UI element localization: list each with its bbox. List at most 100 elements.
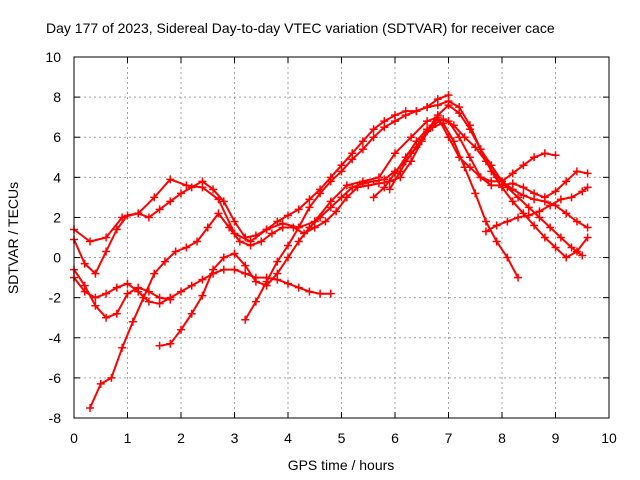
x-tick-label: 2: [177, 430, 185, 446]
data-point: [225, 223, 234, 232]
data-point: [150, 193, 159, 202]
data-point: [401, 111, 410, 120]
data-point: [182, 181, 191, 190]
data-point: [481, 217, 490, 226]
data-point: [583, 169, 592, 178]
x-tick-label: 6: [391, 430, 399, 446]
data-point: [284, 211, 292, 220]
data-point: [535, 207, 544, 216]
data-point: [326, 289, 335, 298]
data-point: [369, 177, 378, 186]
data-point: [107, 373, 116, 382]
data-point: [273, 217, 282, 226]
grid-lines: [74, 57, 609, 418]
data-point: [257, 237, 266, 246]
x-tick-label: 3: [231, 430, 239, 446]
data-point: [460, 163, 469, 172]
data-point: [380, 183, 389, 192]
data-point: [198, 275, 207, 284]
data-point: [492, 221, 501, 230]
data-point: [214, 209, 223, 218]
data-point: [102, 313, 111, 322]
data-point: [230, 249, 239, 258]
data-point: [166, 197, 175, 206]
data-point: [583, 183, 592, 192]
data-point: [391, 149, 399, 158]
data-point: [391, 169, 399, 178]
data-point: [305, 223, 314, 232]
data-point: [150, 269, 159, 278]
data-point: [155, 205, 164, 214]
series-track-1: [70, 265, 335, 308]
data-point: [91, 293, 100, 302]
data-point: [530, 153, 539, 162]
data-point: [540, 193, 549, 202]
data-point: [134, 283, 143, 292]
data-point: [235, 237, 244, 246]
data-point: [455, 103, 464, 112]
data-point: [160, 257, 169, 266]
data-point: [530, 221, 539, 230]
data-point: [556, 195, 565, 204]
data-point: [530, 189, 539, 198]
data-point: [80, 281, 89, 290]
data-point: [155, 341, 164, 350]
data-point: [348, 155, 357, 164]
data-point: [294, 223, 303, 232]
data-point: [305, 287, 314, 296]
x-tick-label: 9: [552, 430, 560, 446]
data-point: [412, 107, 421, 116]
data-point: [198, 177, 207, 186]
data-point: [294, 283, 303, 292]
data-point: [284, 253, 292, 262]
data-point: [144, 287, 153, 296]
chart-title: Day 177 of 2023, Sidereal Day-to-day VTE…: [46, 20, 555, 36]
data-point: [337, 193, 346, 202]
data-point: [572, 167, 581, 176]
data-point: [267, 229, 276, 238]
data-point: [273, 257, 282, 266]
data-point: [578, 251, 587, 260]
series-track-9: [481, 183, 592, 236]
data-point: [423, 103, 432, 112]
y-tick-label: -6: [49, 370, 62, 386]
data-point: [102, 247, 111, 256]
data-point: [187, 183, 196, 192]
data-point: [203, 223, 212, 232]
data-point: [556, 233, 565, 242]
data-point: [139, 293, 148, 302]
series-track-8: [385, 119, 523, 282]
data-point: [498, 181, 506, 190]
data-point: [503, 217, 512, 226]
data-point: [546, 223, 555, 232]
data-point: [102, 233, 111, 242]
data-point: [166, 175, 175, 184]
data-point: [433, 101, 442, 110]
data-point: [508, 179, 517, 188]
data-point: [567, 243, 576, 252]
data-point: [144, 297, 153, 306]
data-point: [171, 247, 180, 256]
data-point: [455, 133, 464, 142]
data-point: [492, 237, 501, 246]
data-point: [407, 149, 416, 158]
x-tick-label: 0: [70, 430, 78, 446]
data-point: [476, 173, 485, 182]
data-point: [407, 133, 416, 142]
data-point: [91, 301, 100, 310]
data-point: [230, 217, 239, 226]
y-tick-label: 2: [53, 209, 61, 225]
data-point: [546, 201, 555, 210]
data-point: [449, 137, 458, 146]
data-point: [187, 309, 196, 318]
data-point: [305, 195, 314, 204]
data-point: [118, 343, 127, 352]
data-point: [391, 117, 399, 126]
data-point: [583, 233, 592, 242]
data-point: [96, 379, 105, 388]
data-point: [251, 297, 260, 306]
data-point: [519, 191, 528, 200]
data-point: [551, 187, 560, 196]
y-tick-label: 6: [53, 129, 61, 145]
data-point: [514, 193, 523, 202]
